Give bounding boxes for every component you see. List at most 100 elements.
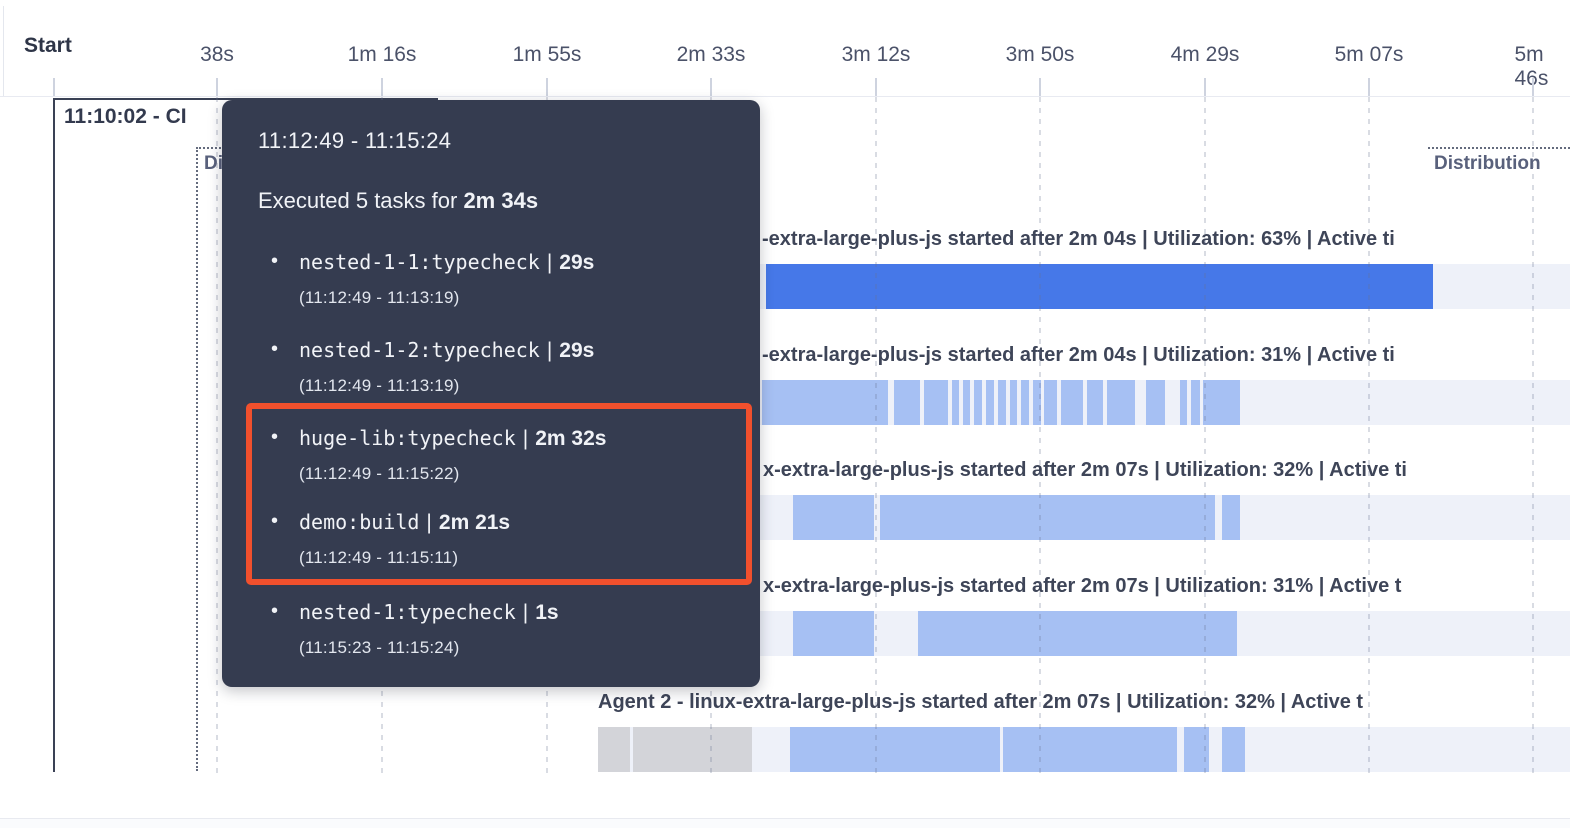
task-bar-segment[interactable] [1010, 380, 1017, 425]
agent-row-label: -extra-large-plus-js started after 2m 04… [762, 228, 1395, 250]
separator: | [522, 427, 529, 450]
bullet-icon: • [271, 338, 279, 360]
gridline [1039, 97, 1041, 773]
task-bar-segment[interactable] [762, 380, 888, 425]
tooltip-task-time: (11:12:49 - 11:15:22) [299, 464, 460, 483]
task-bar-segment[interactable] [766, 264, 1433, 309]
bullet-icon: • [271, 510, 279, 532]
axis-tick-label: 5m 46s [1514, 43, 1549, 90]
axis-tick-label: 4m 29s [1170, 43, 1240, 66]
agent-hover-tooltip: 11:12:49 - 11:15:24 Executed 5 tasks for… [222, 100, 760, 687]
task-id: nested-1:typecheck [299, 600, 516, 624]
ci-pipeline-execution-box[interactable]: 11:10:02 - CI [53, 98, 438, 772]
separator: | [546, 251, 553, 274]
separator: | [426, 511, 432, 534]
separator: | [522, 601, 529, 624]
task-bar-segment[interactable] [1003, 727, 1177, 772]
task-bar-segment[interactable] [1033, 380, 1041, 425]
task-duration: 1s [535, 601, 559, 624]
task-id: huge-lib:typecheck [299, 426, 516, 450]
separator: | [546, 339, 553, 362]
axis-tick-label: 3m 12s [841, 43, 911, 66]
gridline [1204, 97, 1206, 773]
task-bar-segment[interactable] [1222, 727, 1245, 772]
task-bar-segment[interactable] [1061, 380, 1083, 425]
ci-pipeline-execution-label: 11:10:02 - CI [64, 105, 187, 128]
agent-utilization-track[interactable] [598, 495, 1570, 540]
task-id: demo:build [299, 510, 420, 534]
axis-tick-mark [1204, 78, 1206, 96]
task-id: nested-1-1:typecheck [299, 250, 540, 274]
task-bar-segment[interactable] [1222, 495, 1240, 540]
distribution-box-1-label: Di [204, 153, 223, 174]
task-bar-segment[interactable] [633, 727, 752, 772]
axis-tick-label: 1m 16s [347, 43, 417, 66]
axis-tick-mark [1039, 78, 1041, 96]
axis-tick-mark [1368, 78, 1370, 96]
bullet-icon: • [271, 426, 279, 448]
task-bar-segment[interactable] [1021, 380, 1029, 425]
axis-tick-label: 38s [200, 43, 234, 66]
task-bar-segment[interactable] [880, 495, 1215, 540]
agent-row-label: x-extra-large-plus-js started after 2m 0… [763, 575, 1402, 597]
axis-start-label: Start [24, 34, 72, 57]
axis-left-edge-line [3, 6, 4, 96]
agent-row-label: Agent 2 - linux-extra-large-plus-js star… [598, 691, 1364, 713]
task-id: nested-1-2:typecheck [299, 338, 540, 362]
tooltip-time-range: 11:12:49 - 11:15:24 [258, 128, 452, 153]
agent-row-label: -extra-large-plus-js started after 2m 04… [762, 344, 1395, 366]
task-bar-segment[interactable] [1044, 380, 1057, 425]
agent-row-label: x-extra-large-plus-js started after 2m 0… [763, 459, 1407, 481]
tooltip-task-time: (11:15:23 - 11:15:24) [299, 638, 460, 657]
tooltip-task-time: (11:12:49 - 11:15:11) [299, 548, 459, 567]
bottom-strip [0, 818, 1570, 828]
task-bar-segment[interactable] [793, 611, 874, 656]
task-bar-segment[interactable] [1180, 380, 1187, 425]
task-bar-segment[interactable] [918, 611, 1237, 656]
task-bar-segment[interactable] [924, 380, 948, 425]
axis-tick-label: 1m 55s [512, 43, 582, 66]
task-bar-segment[interactable] [963, 380, 970, 425]
axis-tick-mark [875, 78, 877, 96]
axis-tick-mark [1532, 78, 1534, 96]
tooltip-task-name: demo:build | 2m 21s [299, 510, 510, 535]
tooltip-task-name: nested-1-2:typecheck | 29s [299, 338, 594, 363]
task-bar-segment[interactable] [793, 495, 874, 540]
task-duration: 29s [559, 251, 595, 274]
axis-start-tick [53, 78, 55, 96]
task-bar-segment[interactable] [1191, 380, 1200, 425]
bullet-icon: • [271, 250, 279, 272]
tooltip-task-time: (11:12:49 - 11:13:19) [299, 288, 460, 307]
tooltip-task-time: (11:12:49 - 11:13:19) [299, 376, 460, 395]
tooltip-summary: Executed 5 tasks for 2m 34s [258, 188, 538, 214]
tooltip-task-name: huge-lib:typecheck | 2m 32s [299, 426, 606, 451]
task-bar-segment[interactable] [1203, 380, 1240, 425]
task-bar-segment[interactable] [974, 380, 982, 425]
task-bar-segment[interactable] [998, 380, 1006, 425]
tooltip-task-name: nested-1-1:typecheck | 29s [299, 250, 594, 275]
axis-tick-mark [710, 78, 712, 96]
task-bar-segment[interactable] [790, 727, 1000, 772]
tooltip-summary-text: Executed 5 tasks for [258, 188, 464, 213]
tooltip-summary-duration: 2m 34s [463, 188, 539, 213]
task-bar-segment[interactable] [894, 380, 920, 425]
axis-tick-mark [216, 78, 218, 96]
gridline [1368, 97, 1370, 773]
task-bar-segment[interactable] [1087, 380, 1103, 425]
task-bar-segment[interactable] [986, 380, 994, 425]
axis-tick-label: 2m 33s [676, 43, 746, 66]
agent-utilization-track[interactable] [598, 727, 1570, 772]
task-bar-segment[interactable] [598, 727, 630, 772]
task-bar-segment[interactable] [1107, 380, 1135, 425]
axis-tick-mark [381, 78, 383, 96]
distribution-box-2-label: Distribution [1434, 153, 1541, 174]
task-bar-segment[interactable] [1184, 727, 1209, 772]
bullet-icon: • [271, 600, 279, 622]
task-duration: 2m 32s [535, 427, 607, 450]
axis-rule [0, 96, 1570, 97]
task-bar-segment[interactable] [1146, 380, 1165, 425]
task-bar-segment[interactable] [952, 380, 959, 425]
agent-utilization-track[interactable] [598, 611, 1570, 656]
distribution-box-2[interactable]: Distribution [1428, 147, 1570, 771]
gridline [875, 97, 877, 773]
